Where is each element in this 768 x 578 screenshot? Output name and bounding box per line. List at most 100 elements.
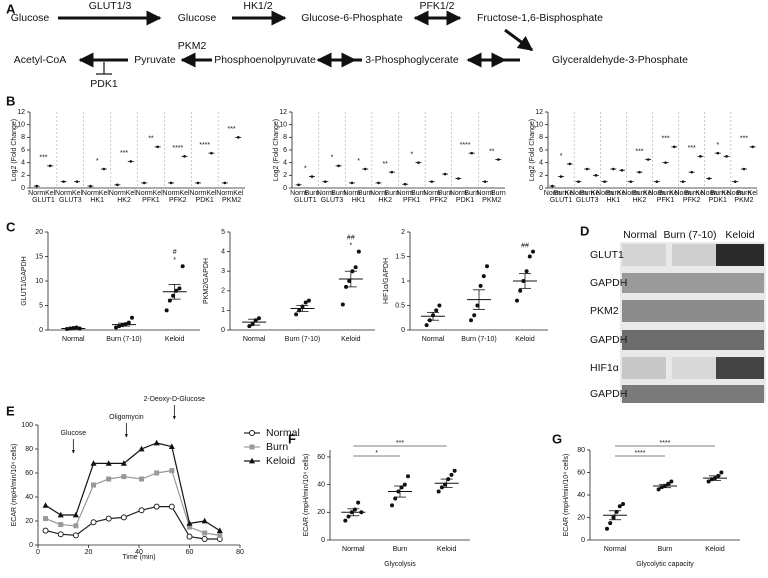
x-tick-label: Norm [55, 190, 72, 197]
dot [733, 180, 737, 183]
point [656, 487, 661, 492]
dot [699, 155, 702, 158]
dot [350, 181, 354, 185]
x-tick-label: Kel [748, 190, 759, 197]
point [180, 264, 185, 269]
y-tick-label: 0 [539, 185, 543, 192]
legend-label: Keloid [266, 455, 295, 467]
group-label: PDK1 [709, 197, 727, 204]
dot [577, 180, 580, 183]
marker [169, 468, 175, 474]
marker [72, 532, 79, 539]
point [256, 316, 261, 321]
significance: * [375, 450, 378, 457]
dot [742, 167, 746, 171]
dot [457, 177, 460, 180]
significance: *** [396, 440, 404, 447]
blot-row-label: GAPDH [590, 388, 627, 400]
y-axis-label: ECAR (mpH/min/10⁴ cells) [303, 454, 310, 537]
point [666, 481, 671, 486]
x-tick-label: Burn (7-10) [285, 336, 320, 343]
point [611, 515, 616, 520]
x-axis-label: Glycolytic capacity [636, 561, 694, 568]
x-tick-label: Norm [317, 190, 334, 197]
x-tick-label: Norm [596, 190, 613, 197]
group-label: HK1 [90, 197, 104, 204]
group-label: PDK1 [456, 197, 474, 204]
point [518, 288, 523, 293]
group-label: GLUT3 [59, 197, 82, 204]
y-tick-label: 80 [577, 447, 585, 454]
x-tick-label: Burn [710, 190, 725, 197]
group-label: HK2 [378, 197, 392, 204]
y-tick-label: 0 [29, 542, 33, 549]
point [621, 502, 625, 506]
y-tick-label: 2 [401, 229, 405, 236]
group-label: PFK2 [169, 197, 187, 204]
y-axis-label: GLUT1/GAPDH [21, 256, 28, 305]
x-tick-label: Norm [701, 190, 718, 197]
significance: **** [199, 142, 210, 149]
dot [48, 164, 52, 168]
y-tick-label: 12 [535, 109, 543, 116]
point [167, 298, 172, 303]
x-tick-label: Kel [695, 190, 706, 197]
dot [603, 180, 606, 183]
blot-row-label: HIF1α [590, 362, 619, 374]
dot [377, 181, 380, 185]
significance: * [410, 152, 413, 159]
marker [202, 530, 208, 536]
pathway-node: Acetyl-CoA [14, 54, 67, 66]
significance: ** [148, 136, 154, 143]
legend-label: Burn [266, 441, 288, 453]
y-tick-label: 0 [321, 537, 325, 544]
y-axis-label: Log2 (Fold Change) [11, 119, 18, 181]
group-label: HK2 [117, 197, 131, 204]
group-label: GLUT1 [294, 197, 317, 204]
significance: * [349, 242, 352, 249]
x-tick-label: Kel [721, 190, 732, 197]
marker [120, 514, 127, 521]
pathway-node: 3-Phosphoglycerate [365, 54, 459, 66]
blot-column-label: Keloid [725, 229, 754, 241]
point [356, 249, 361, 254]
panel-label: F [288, 431, 296, 446]
x-tick-label: Kel [153, 190, 164, 197]
group-label: PFK1 [657, 197, 675, 204]
y-tick-label: 0 [401, 327, 405, 334]
marker [105, 515, 112, 522]
y-tick-label: 2 [539, 172, 543, 179]
x-tick-label: Keloid [705, 546, 725, 553]
x-tick-label: Kel [643, 190, 654, 197]
series-line [45, 442, 221, 532]
x-tick-label: Norm [397, 190, 414, 197]
marker [106, 476, 112, 482]
x-tick-label: Normal [342, 546, 365, 553]
x-tick-label: Norm [109, 190, 126, 197]
y-tick-label: 1 [221, 307, 225, 314]
point [177, 286, 182, 291]
y-tick-label: 4 [21, 160, 25, 167]
dot [638, 170, 641, 174]
x-tick-label: Norm [136, 190, 153, 197]
x-tick-label: Keloid [165, 336, 185, 343]
x-tick-label: Kel [233, 190, 244, 197]
y-tick-label: 4 [283, 160, 287, 167]
significance: ## [347, 234, 355, 241]
y-tick-label: 0 [21, 185, 25, 192]
x-tick-label: Norm [450, 190, 467, 197]
x-tick-label: Burn [305, 190, 320, 197]
marker [201, 536, 208, 542]
group-label: PFK2 [683, 197, 701, 204]
x-tick-label: Burn [580, 190, 595, 197]
point [114, 325, 118, 330]
marker [42, 527, 49, 534]
legend-marker [249, 444, 255, 450]
point [485, 264, 489, 269]
x-tick-label: Burn [331, 190, 346, 197]
x-tick-label: Burn [632, 190, 647, 197]
y-tick-label: 12 [279, 109, 287, 116]
significance: *** [227, 126, 235, 133]
y-tick-label: 40 [25, 494, 33, 501]
dot [403, 182, 407, 186]
